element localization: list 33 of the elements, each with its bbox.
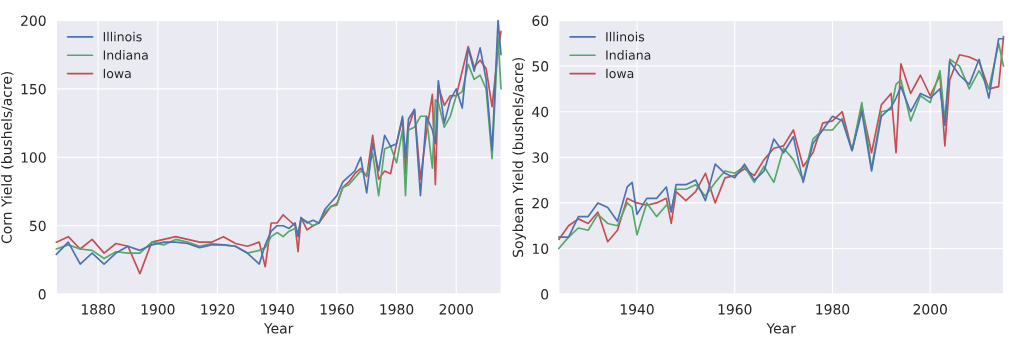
legend-label: Indiana <box>103 50 148 60</box>
y-tick-label: 60 <box>532 15 549 26</box>
x-tick-label: 1900 <box>141 304 175 315</box>
legend-label: Indiana <box>606 50 651 60</box>
legend-label: Illinois <box>606 31 645 42</box>
y-tick-label: 30 <box>532 152 549 163</box>
x-tick-label: 1880 <box>81 304 115 315</box>
legend-label: Iowa <box>103 68 131 79</box>
y-tick-label: 10 <box>532 243 549 254</box>
x-axis-title: Year <box>766 323 796 334</box>
y-tick-label: 20 <box>532 197 549 209</box>
x-axis-title: Year <box>263 323 294 334</box>
x-tick-label: 1980 <box>816 304 850 315</box>
y-axis-title: Soybean Yield (bushels/acre) <box>512 58 526 257</box>
x-tick-label: 2000 <box>439 304 473 315</box>
y-tick-label: 40 <box>532 106 549 118</box>
legend-label: Iowa <box>606 68 634 79</box>
legend-label: Illinois <box>103 31 142 42</box>
x-tick-label: 1960 <box>320 304 354 315</box>
x-tick-label: 1920 <box>201 304 235 315</box>
y-tick-label: 50 <box>532 61 549 72</box>
x-tick-label: 1940 <box>620 304 654 315</box>
y-tick-label: 50 <box>30 220 46 232</box>
y-tick-label: 0 <box>38 289 46 300</box>
y-tick-label: 150 <box>21 83 46 95</box>
x-tick-label: 2000 <box>913 304 947 315</box>
y-tick-label: 100 <box>21 152 46 163</box>
x-tick-label: 1940 <box>261 304 294 315</box>
x-tick-label: 1980 <box>380 304 414 315</box>
x-tick-label: 1960 <box>718 304 752 315</box>
y-tick-label: 0 <box>541 289 549 300</box>
y-tick-label: 200 <box>21 15 46 26</box>
y-axis-title: Corn Yield (bushels/acre) <box>1 71 14 244</box>
